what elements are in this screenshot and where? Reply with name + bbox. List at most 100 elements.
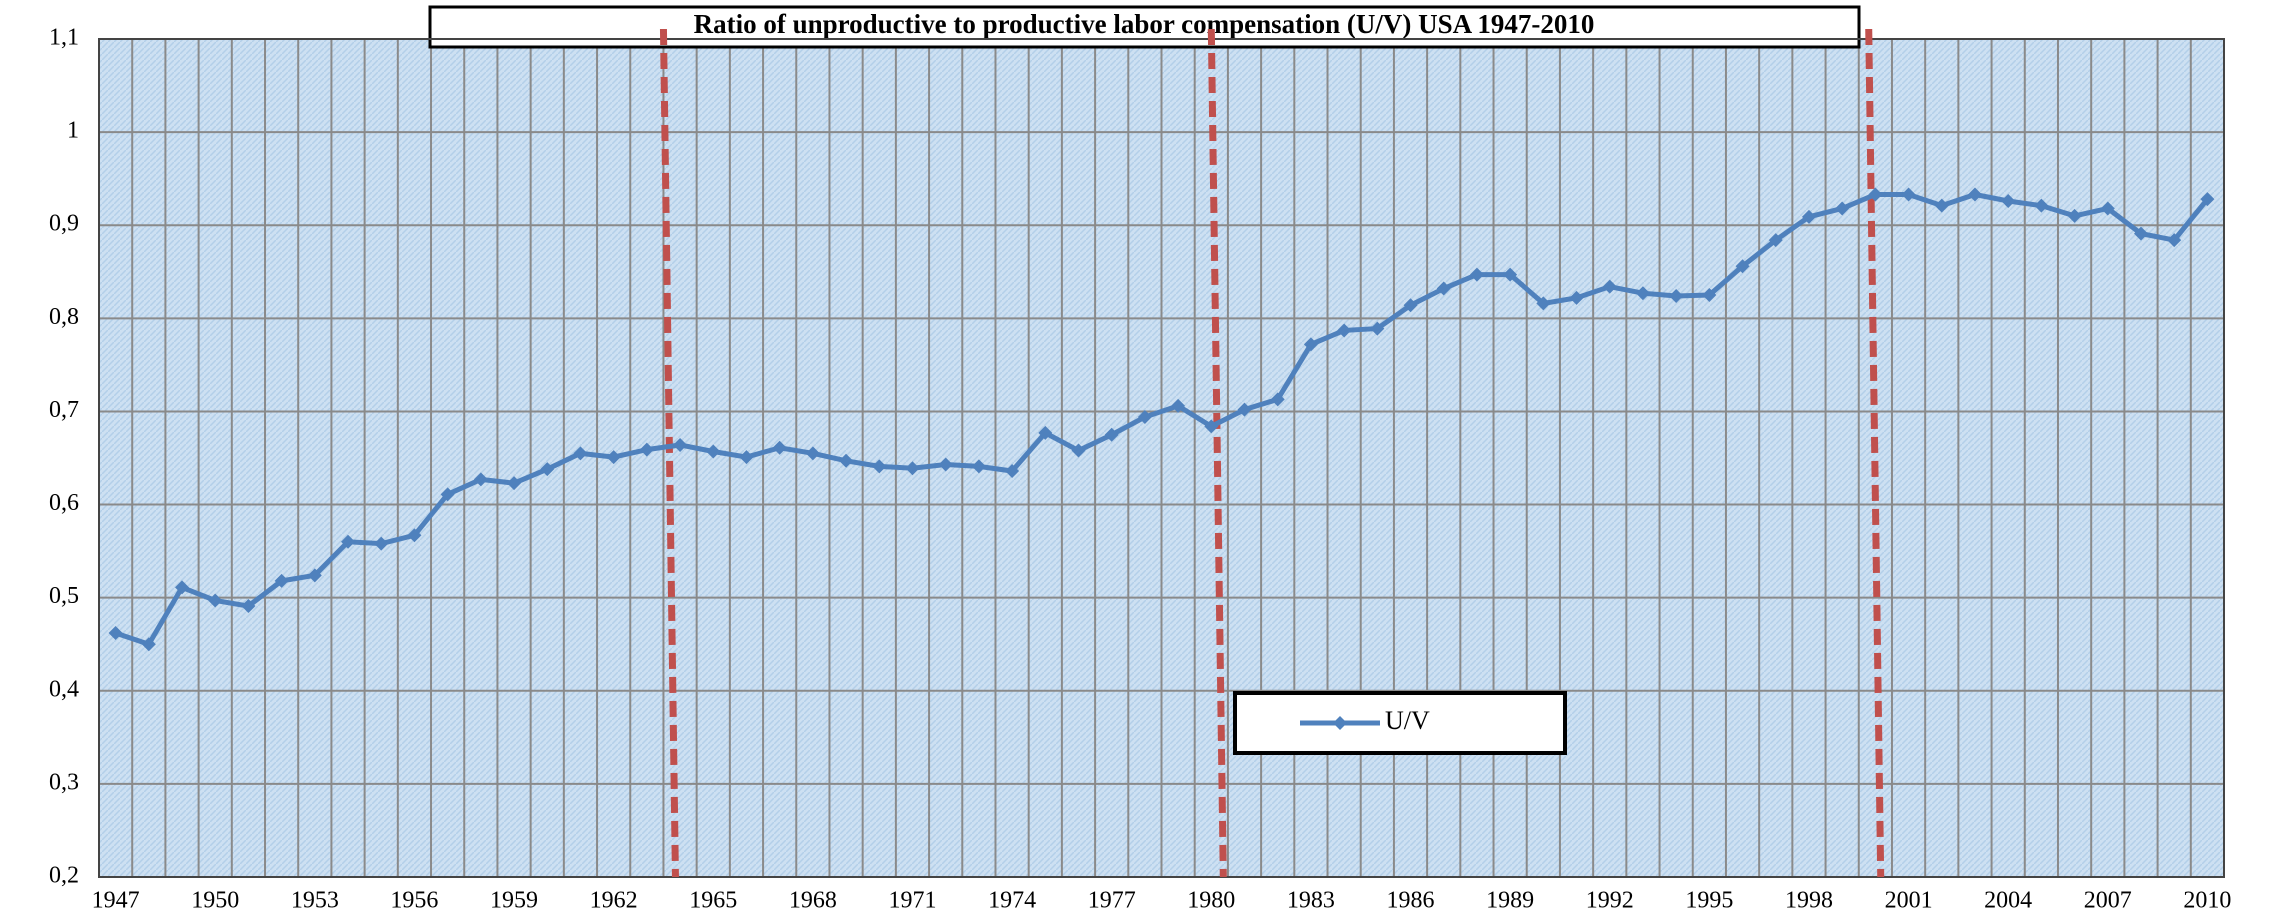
- title-box: [428, 5, 1861, 49]
- chart-title: Ratio of unproductive to productive labo…: [694, 9, 1595, 39]
- data-point: [905, 461, 920, 476]
- data-point: [241, 599, 256, 614]
- data-point: [1005, 464, 1020, 479]
- x-tick-label: 1989: [1486, 888, 1534, 914]
- data-point: [639, 442, 654, 457]
- data-point: [1071, 443, 1086, 458]
- data-point: [2167, 233, 2182, 248]
- y-tick-label: 1,1: [49, 25, 79, 51]
- data-point: [1735, 259, 1750, 274]
- data-point: [540, 462, 555, 477]
- y-tick-label: 0,3: [49, 769, 79, 795]
- data-point: [938, 457, 953, 472]
- x-tick-label: 1950: [191, 888, 239, 914]
- data-point: [706, 444, 721, 459]
- data-point: [1967, 187, 1982, 202]
- x-tick-label: 1959: [490, 888, 538, 914]
- x-tick-label: 1980: [1187, 888, 1235, 914]
- data-point: [1503, 267, 1518, 282]
- data-point: [971, 459, 986, 474]
- x-tick-label: 1998: [1785, 888, 1833, 914]
- data-point: [1569, 290, 1584, 305]
- data-point: [1204, 419, 1219, 434]
- x-tick-label: 1983: [1287, 888, 1335, 914]
- y-tick-label: 0,2: [49, 863, 79, 889]
- x-tick-label: 1962: [590, 888, 638, 914]
- legend-label: U/V: [1385, 706, 1430, 735]
- data-point: [1901, 187, 1916, 202]
- data-point: [473, 472, 488, 487]
- x-tick-label: 1956: [390, 888, 438, 914]
- data-point: [2133, 226, 2148, 241]
- legend-marker: [1333, 716, 1347, 730]
- x-tick-label: 1971: [888, 888, 936, 914]
- x-tick-label: 2010: [2183, 888, 2231, 914]
- y-tick-label: 0,9: [49, 211, 79, 237]
- reference-line: [1865, 28, 1885, 878]
- data-point: [374, 536, 389, 551]
- data-point: [1602, 279, 1617, 294]
- data-point: [175, 580, 190, 595]
- data-point: [1270, 392, 1285, 407]
- x-tick-label: 2007: [2084, 888, 2132, 914]
- data-point: [1801, 209, 1816, 224]
- y-tick-label: 0,8: [49, 304, 79, 330]
- data-point: [1370, 321, 1385, 336]
- y-tick-label: 0,5: [49, 583, 79, 609]
- data-point: [739, 450, 754, 465]
- data-point: [1768, 233, 1783, 248]
- x-tick-label: 1992: [1586, 888, 1634, 914]
- x-tick-label: 1968: [789, 888, 837, 914]
- data-point: [606, 450, 621, 465]
- data-point: [1536, 296, 1551, 311]
- legend-box: [1233, 691, 1567, 755]
- x-tick-label: 1965: [689, 888, 737, 914]
- y-tick-label: 0,6: [49, 490, 79, 516]
- x-tick-label: 1986: [1387, 888, 1435, 914]
- data-point: [507, 476, 522, 491]
- x-tick-label: 1995: [1685, 888, 1733, 914]
- data-point: [307, 568, 322, 583]
- x-tick-label: 1947: [92, 888, 140, 914]
- data-point: [1038, 425, 1053, 440]
- x-tick-label: 1977: [1088, 888, 1136, 914]
- data-point: [2200, 192, 2215, 207]
- data-point: [1934, 198, 1949, 213]
- data-point: [1436, 281, 1451, 296]
- y-tick-label: 0,7: [49, 397, 79, 423]
- data-point: [805, 446, 820, 461]
- data-point: [341, 534, 356, 549]
- series-line: [114, 191, 2210, 648]
- data-point: [872, 459, 887, 474]
- plot-border: [98, 38, 2225, 878]
- x-tick-label: 2004: [1984, 888, 2032, 914]
- x-tick-label: 1953: [291, 888, 339, 914]
- y-tick-label: 1: [67, 118, 79, 144]
- data-point: [1171, 398, 1186, 413]
- data-point: [274, 573, 289, 588]
- data-point: [407, 528, 422, 543]
- data-point: [1403, 298, 1418, 313]
- data-point: [1137, 410, 1152, 425]
- data-point: [1237, 402, 1252, 417]
- data-point: [1868, 187, 1883, 202]
- data-point: [2100, 201, 2115, 216]
- data-point: [2034, 198, 2049, 213]
- data-point: [208, 593, 223, 608]
- reference-line: [1207, 28, 1227, 878]
- data-point: [2001, 194, 2016, 209]
- data-point: [440, 487, 455, 502]
- data-point: [1469, 267, 1484, 282]
- data-point: [2067, 208, 2082, 223]
- data-point: [141, 637, 156, 652]
- data-point: [1303, 337, 1318, 352]
- data-point: [573, 446, 588, 461]
- data-point: [1337, 323, 1352, 338]
- x-tick-label: 2001: [1885, 888, 1933, 914]
- x-tick-label: 1974: [988, 888, 1036, 914]
- y-tick-label: 0,4: [49, 676, 79, 702]
- data-point: [1669, 288, 1684, 303]
- data-point: [108, 626, 123, 641]
- data-point: [1104, 427, 1119, 442]
